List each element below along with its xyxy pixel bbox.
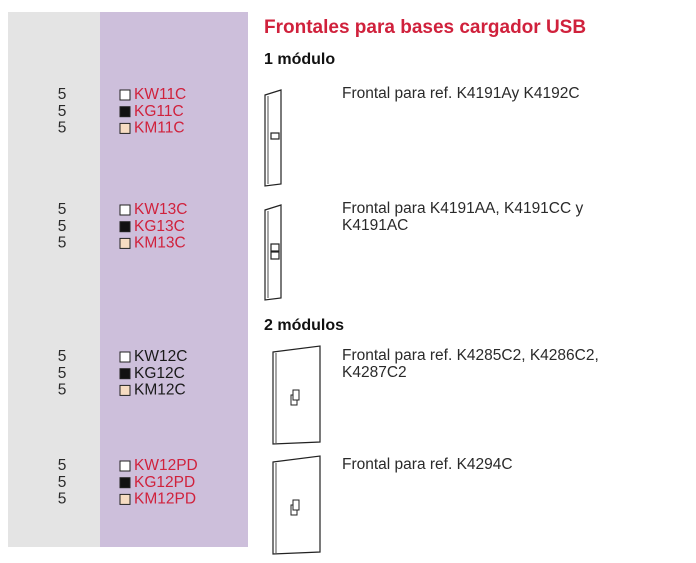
icon-1-module <box>264 89 282 187</box>
description: Frontal para ref. K4294C <box>342 456 513 473</box>
quantity: 5 <box>58 234 67 251</box>
description: K4191AC <box>342 217 408 234</box>
quantity: 5 <box>58 348 67 365</box>
product-code: KW11C <box>134 86 186 103</box>
quantity: 5 <box>58 457 67 474</box>
color-swatch <box>119 460 131 472</box>
product-code: KM13C <box>134 234 186 251</box>
quantity: 5 <box>58 119 67 136</box>
description: Frontal para ref. K4285C2, K4286C2, <box>342 347 599 364</box>
color-swatch <box>119 221 131 233</box>
page-title: Frontales para bases cargador USB <box>264 17 586 38</box>
color-swatch <box>119 89 131 101</box>
product-code: KM11C <box>134 119 185 136</box>
product-code: KG11C <box>134 103 184 120</box>
product-code: KM12C <box>134 381 186 398</box>
code-column <box>100 12 248 547</box>
icon-2-modules <box>272 345 321 445</box>
product-icons <box>264 89 321 555</box>
color-swatch <box>119 237 131 249</box>
section-title: 2 módulos <box>264 317 344 334</box>
product-code: KG12PD <box>134 474 195 491</box>
quantity: 5 <box>58 365 67 382</box>
section-title: 1 módulo <box>264 51 335 68</box>
product-code: KW13C <box>134 201 187 218</box>
quantity: 5 <box>58 490 67 507</box>
color-swatch <box>119 477 131 489</box>
product-code: KW12PD <box>134 457 198 474</box>
description: K4287C2 <box>342 364 407 381</box>
quantity: 5 <box>58 381 67 398</box>
quantity: 5 <box>58 103 67 120</box>
description: Frontal para ref. K4191Ay K4192C <box>342 85 580 102</box>
color-swatch <box>119 384 131 396</box>
color-swatch <box>119 106 131 118</box>
color-swatch <box>119 122 131 134</box>
description: Frontal para K4191AA, K4191CC y <box>342 200 583 217</box>
product-code: KG12C <box>134 365 185 382</box>
quantity: 5 <box>58 86 67 103</box>
color-swatch <box>119 368 131 380</box>
color-swatch <box>119 351 131 363</box>
color-swatch <box>119 493 131 505</box>
quantity: 5 <box>58 218 67 235</box>
icon-1-module-double <box>264 204 282 301</box>
product-code: KM12PD <box>134 490 196 507</box>
quantity: 5 <box>58 474 67 491</box>
quantity: 5 <box>58 201 67 218</box>
qty-column <box>8 12 100 547</box>
product-code: KW12C <box>134 348 187 365</box>
color-swatch <box>119 204 131 216</box>
icon-2-modules-pd <box>272 455 321 555</box>
product-code: KG13C <box>134 218 185 235</box>
